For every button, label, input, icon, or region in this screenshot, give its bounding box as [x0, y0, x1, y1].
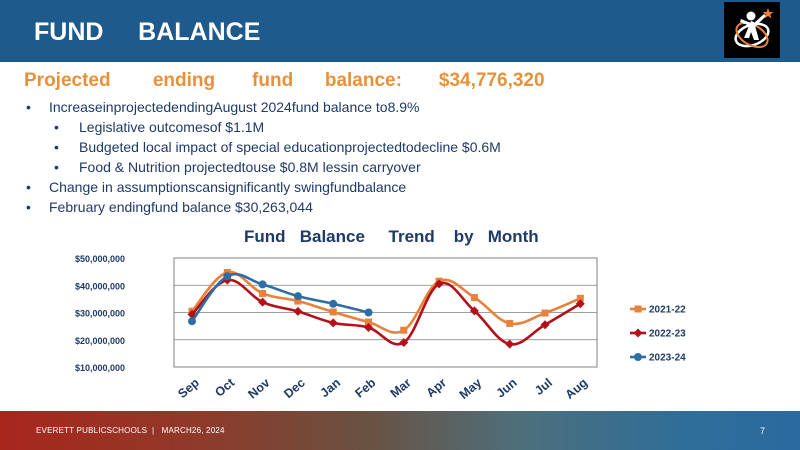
bullet-item: • Legislative outcomesof $1.1M — [26, 117, 726, 137]
bullet-text: Change in assumptionscansignificantly sw… — [49, 179, 407, 195]
data-point-2022-23 — [469, 306, 479, 316]
data-point-2023-24 — [258, 280, 267, 289]
bullet-dot: • — [54, 139, 59, 155]
x-tick-label: Jul — [532, 376, 555, 398]
x-tick-label: Aug — [563, 376, 591, 402]
data-point-2023-24 — [188, 317, 196, 326]
x-tick-label: Mar — [388, 375, 414, 400]
data-point-2023-24 — [329, 299, 338, 308]
bullet-text: Budgeted local impact of special educati… — [79, 139, 501, 155]
bullet-list: • IncreaseinprojectedendingAugust 2024fun… — [26, 97, 726, 217]
x-tick-label: Nov — [245, 376, 272, 402]
x-tick-label: Jun — [494, 376, 520, 401]
bullet-dot: • — [26, 199, 31, 215]
x-tick-label: Oct — [212, 375, 238, 400]
bullet-item: • IncreaseinprojectedendingAugust 2024fun… — [26, 97, 726, 117]
data-point-2022-23 — [258, 297, 268, 307]
projected-balance-headline: Projected ending fund balance: $34,776,3… — [24, 70, 545, 91]
bullet-text: Food & Nutrition projectedtouse $0.8M le… — [79, 159, 421, 175]
data-point-2023-24 — [364, 308, 373, 317]
legend-marker — [633, 328, 643, 338]
bullet-dot: • — [54, 119, 59, 135]
y-tick-label: $50,000,000 — [75, 254, 125, 264]
district-logo — [724, 2, 780, 58]
data-point-2022-23 — [575, 299, 585, 309]
footer-text: EVERETT PUBLICSCHOOLS | MARCH26, 2024 — [36, 426, 225, 435]
data-point-2021-22 — [400, 326, 408, 334]
data-point-2023-24 — [223, 272, 232, 281]
legend-label: 2023-24 — [649, 353, 686, 364]
bullet-dot: • — [26, 99, 31, 115]
x-tick-label: May — [457, 376, 485, 402]
x-tick-label: Sep — [175, 375, 202, 401]
data-point-2021-22 — [365, 318, 372, 326]
slide-title: FUND BALANCE — [34, 18, 261, 46]
x-tick-label: Apr — [424, 375, 450, 400]
bullet-item: • Food & Nutrition projectedtouse $0.8M l… — [26, 157, 726, 177]
y-tick-label: $20,000,000 — [75, 336, 125, 346]
data-point-2022-23 — [399, 337, 409, 347]
data-point-2022-23 — [434, 279, 444, 289]
bullet-text: February endingfund balance $30,263,044 — [49, 199, 313, 215]
bullet-text: IncreaseinprojectedendingAugust 2024fund… — [49, 99, 420, 115]
y-tick-label: $40,000,000 — [75, 281, 125, 291]
y-tick-label: $30,000,000 — [75, 309, 125, 319]
data-point-2023-24 — [293, 292, 302, 301]
data-point-2022-23 — [540, 320, 550, 330]
y-tick-label: $10,000,000 — [75, 363, 125, 373]
page-number: 7 — [760, 426, 766, 436]
legend-marker — [634, 353, 642, 361]
bullet-item: • Budgeted local impact of special educat… — [26, 137, 726, 157]
legend-label: 2022-23 — [649, 329, 686, 340]
data-point-2022-23 — [364, 322, 373, 332]
data-point-2021-22 — [470, 294, 478, 302]
x-tick-label: Jan — [318, 376, 344, 401]
x-tick-label: Dec — [281, 376, 308, 401]
legend-marker — [634, 305, 642, 313]
data-point-2021-22 — [259, 289, 267, 297]
data-point-2021-22 — [576, 294, 584, 302]
footer-bar — [0, 411, 800, 450]
bullet-dot: • — [26, 179, 31, 195]
x-tick-label: Feb — [352, 375, 378, 400]
logo-graphic — [734, 8, 774, 49]
bullet-item: • Change in assumptionscansignificantly s… — [26, 177, 726, 197]
bullet-text: Legislative outcomesof $1.1M — [79, 119, 265, 135]
data-point-2022-23 — [328, 318, 338, 328]
fund-balance-chart: $10,000,000 $20,000,000 $30,000,000 $40,000… — [75, 254, 686, 402]
bullet-dot: • — [54, 159, 59, 175]
data-point-2022-23 — [293, 306, 303, 316]
legend-label: 2021-22 — [649, 305, 686, 316]
chart-title: Fund Balance Trend by Month — [244, 227, 539, 246]
data-point-2021-22 — [506, 319, 514, 327]
data-point-2021-22 — [294, 297, 302, 305]
data-point-2021-22 — [329, 308, 337, 316]
data-point-2021-22 — [541, 309, 549, 317]
title-bar — [0, 0, 800, 62]
bullet-item: • February endingfund balance $30,263,044 — [26, 197, 726, 217]
data-point-2022-23 — [505, 339, 515, 349]
